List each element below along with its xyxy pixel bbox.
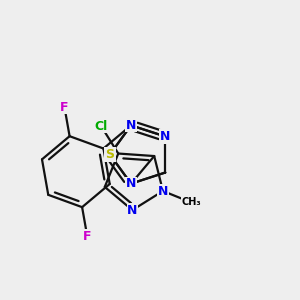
Text: N: N <box>160 130 170 143</box>
Text: N: N <box>126 177 136 190</box>
Text: F: F <box>83 230 92 243</box>
Text: N: N <box>126 119 136 132</box>
Text: Cl: Cl <box>94 119 108 133</box>
Text: F: F <box>60 100 69 114</box>
Text: CH₃: CH₃ <box>182 197 201 208</box>
Text: N: N <box>158 184 168 197</box>
Text: S: S <box>105 148 114 161</box>
Text: N: N <box>105 148 115 161</box>
Text: N: N <box>127 204 138 217</box>
